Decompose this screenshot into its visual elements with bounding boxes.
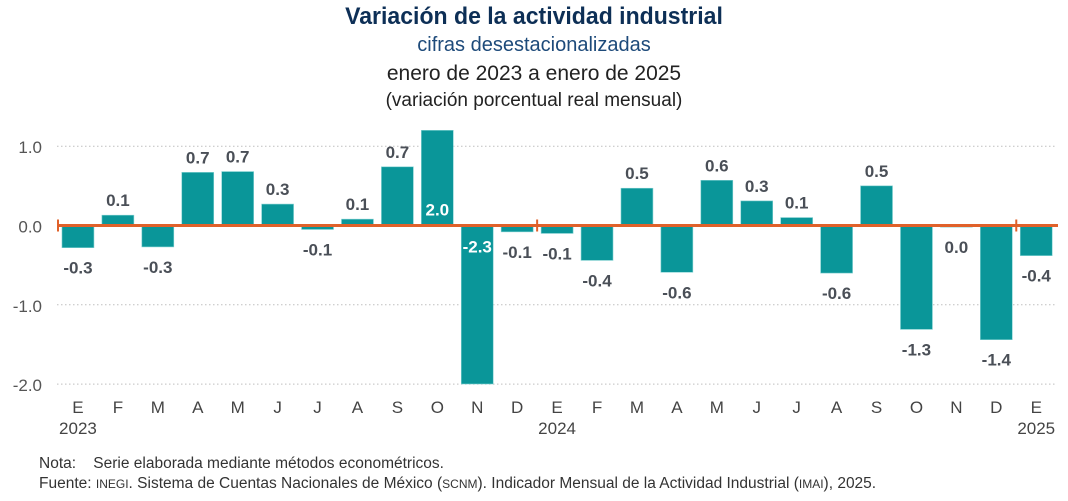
x-tick-label: E bbox=[551, 398, 562, 417]
value-label: -0.6 bbox=[822, 284, 851, 303]
x-tick-label: M bbox=[231, 398, 245, 417]
bar bbox=[740, 200, 774, 226]
source-imai: IMAI bbox=[798, 477, 824, 491]
value-label: -0.1 bbox=[542, 244, 571, 263]
x-tick-label: O bbox=[431, 398, 444, 417]
x-tick-label: A bbox=[671, 398, 683, 417]
y-tick-label: -1.0 bbox=[13, 297, 42, 316]
zero-line-layer bbox=[57, 219, 1058, 232]
x-tick-label: M bbox=[151, 398, 165, 417]
y-tick-label: 1.0 bbox=[18, 138, 42, 157]
x-tick-label: F bbox=[113, 398, 123, 417]
x-tick-label: J bbox=[273, 398, 282, 417]
value-label: 0.5 bbox=[865, 162, 889, 181]
value-label: -0.3 bbox=[63, 259, 92, 278]
value-label: 0.3 bbox=[266, 180, 290, 199]
value-label: -0.6 bbox=[662, 283, 691, 302]
value-label: -1.3 bbox=[902, 340, 931, 359]
x-tick-label: M bbox=[710, 398, 724, 417]
x-tick-label: F bbox=[592, 398, 602, 417]
x-tick-label: D bbox=[511, 398, 523, 417]
bar bbox=[221, 171, 254, 226]
value-label: 0.5 bbox=[625, 164, 649, 183]
bar bbox=[700, 179, 734, 226]
x-tick-label: S bbox=[392, 398, 403, 417]
bar bbox=[181, 172, 215, 226]
chart-period: enero de 2023 a enero de 2025 bbox=[386, 62, 682, 85]
x-tick-label: J bbox=[752, 398, 761, 417]
value-label: 0.6 bbox=[705, 156, 729, 175]
value-label: 0.1 bbox=[785, 194, 809, 213]
bar bbox=[860, 185, 893, 226]
value-label: 0.7 bbox=[386, 143, 410, 162]
value-label: 0.1 bbox=[346, 195, 370, 214]
value-label: 0.7 bbox=[226, 148, 250, 167]
value-label: -1.4 bbox=[982, 351, 1012, 370]
chart-subtitle: cifras desestacionalizadas bbox=[417, 34, 651, 56]
value-label: -0.1 bbox=[303, 240, 332, 259]
source-inegi: INEGI bbox=[95, 477, 129, 491]
footnote-source: Fuente: INEGI. Sistema de Cuentas Nacion… bbox=[39, 475, 876, 493]
y-axis-ticks: 1.0 0.0 -1.0 -2.0 bbox=[13, 138, 42, 395]
source-text-3: ), 2025. bbox=[823, 475, 877, 492]
x-tick-label: O bbox=[910, 398, 923, 417]
chart-units: (variación porcentual real mensual) bbox=[385, 90, 683, 111]
y-tick-label: 0.0 bbox=[18, 218, 42, 237]
bar bbox=[101, 214, 135, 226]
bar bbox=[261, 203, 294, 226]
bar-chart: -0.3 0.1 -0.3 0.7 0.7 0.3 -0.1 0.1 0.7 2.0 -2.3 -0.… bbox=[13, 130, 1058, 438]
value-label: 0.7 bbox=[186, 148, 210, 167]
year-label: 2024 bbox=[538, 419, 576, 438]
value-label: 2.0 bbox=[425, 201, 449, 220]
note-text: Serie elaborada mediante métodos economé… bbox=[93, 455, 444, 472]
value-label: -2.3 bbox=[463, 238, 492, 257]
bar bbox=[820, 225, 853, 274]
bar bbox=[421, 130, 454, 226]
value-label: -0.3 bbox=[143, 258, 172, 277]
value-label: -0.4 bbox=[582, 271, 612, 290]
bar bbox=[900, 225, 933, 330]
note-label: Nota: bbox=[39, 455, 77, 472]
value-label: -0.4 bbox=[1022, 267, 1052, 286]
chart-title: Variación de la actividad industrial bbox=[345, 3, 723, 30]
source-text-2: ). Indicador Mensual de la Actividad Ind… bbox=[477, 475, 799, 492]
x-tick-label: N bbox=[950, 398, 962, 417]
x-tick-label: A bbox=[831, 398, 843, 417]
x-axis-ticks: E F M A M J J A S O N D E F M A M J J A S O N D E 2023 2024 2025 bbox=[59, 398, 1055, 438]
value-label: -0.1 bbox=[503, 243, 532, 262]
bars-layer bbox=[61, 130, 1053, 385]
value-label: 0.0 bbox=[945, 238, 969, 257]
value-labels-layer: -0.3 0.1 -0.3 0.7 0.7 0.3 -0.1 0.1 0.7 2.0 -2.3 -0.… bbox=[63, 143, 1051, 370]
x-tick-label: A bbox=[192, 398, 204, 417]
bar bbox=[580, 225, 614, 261]
y-tick-label: -2.0 bbox=[13, 376, 42, 395]
source-text-1: . Sistema de Cuentas Nacionales de Méxic… bbox=[128, 475, 443, 492]
bar bbox=[980, 225, 1013, 340]
footnote-note: Nota: Serie elaborada mediante métodos e… bbox=[39, 455, 444, 473]
grid-layer bbox=[57, 145, 1056, 385]
x-tick-label: D bbox=[990, 398, 1002, 417]
bar bbox=[141, 225, 175, 248]
x-tick-label: J bbox=[792, 398, 801, 417]
x-tick-label: E bbox=[1031, 398, 1042, 417]
x-tick-label: N bbox=[471, 398, 483, 417]
bar bbox=[381, 166, 414, 226]
x-tick-label: J bbox=[313, 398, 322, 417]
source-label: Fuente: bbox=[39, 475, 92, 492]
x-tick-label: M bbox=[630, 398, 644, 417]
year-label: 2025 bbox=[1017, 419, 1055, 438]
x-tick-label: E bbox=[72, 398, 83, 417]
bar bbox=[620, 187, 654, 226]
bar bbox=[460, 225, 494, 385]
bar bbox=[1019, 225, 1053, 256]
bar bbox=[660, 225, 694, 273]
value-label: 0.1 bbox=[106, 191, 130, 210]
value-label: 0.3 bbox=[745, 177, 769, 196]
bar bbox=[61, 225, 95, 249]
year-label: 2023 bbox=[59, 419, 97, 438]
x-tick-label: S bbox=[871, 398, 882, 417]
x-tick-label: A bbox=[352, 398, 364, 417]
source-scnm: SCNM bbox=[442, 477, 478, 491]
